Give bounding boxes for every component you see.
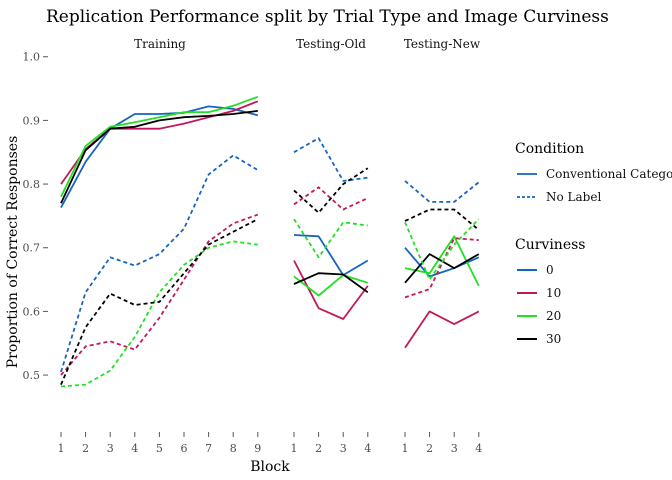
x-tick-label: 1 [402, 442, 409, 455]
x-tick-label: 3 [451, 442, 458, 455]
series-line [60, 95, 259, 198]
x-tick-label: 7 [205, 442, 212, 455]
x-tick-label: 4 [364, 442, 371, 455]
panel-label: Training [134, 37, 186, 51]
series-line [293, 260, 369, 320]
y-tick-label: 0.9 [23, 114, 41, 127]
series-line [404, 253, 480, 284]
panel-label: Testing-Old [296, 37, 366, 51]
series-line [293, 167, 369, 214]
x-tick-label: 1 [58, 442, 65, 455]
y-tick-label: 0.7 [23, 242, 41, 255]
series-line [293, 272, 369, 294]
legend-title-curviness: Curviness [515, 237, 585, 253]
chart-title: Replication Performance split by Trial T… [46, 7, 609, 27]
series-line [293, 274, 369, 297]
panel-label: Testing-New [404, 37, 481, 51]
series-line [60, 105, 259, 209]
x-tick-label: 2 [426, 442, 433, 455]
x-tick-label: 9 [254, 442, 261, 455]
series-line [60, 110, 258, 204]
series-line [293, 137, 368, 182]
series-line [293, 218, 368, 259]
x-axis-title: Block [250, 459, 290, 475]
panel-1: Testing-Old 1 2 3 4 [291, 37, 372, 455]
x-tick-label: 8 [230, 442, 237, 455]
x-tick-label: 2 [82, 442, 89, 455]
x-tick-label: 1 [291, 442, 298, 455]
series-line [404, 180, 480, 203]
x-tick-label: 3 [340, 442, 347, 455]
legend-title-condition: Condition [515, 141, 584, 157]
panel-0: Training 1 2 3 4 5 6 7 8 9 [58, 37, 262, 455]
legend-label: 0 [546, 263, 554, 277]
x-tick-label: 3 [107, 442, 114, 455]
series-line [60, 213, 259, 376]
series-line [404, 237, 479, 299]
legend-label: 30 [546, 332, 561, 346]
y-tick-label: 1.0 [23, 51, 41, 64]
x-tick-label: 2 [315, 442, 322, 455]
y-axis-title: Proportion of Correct Responses [5, 136, 21, 368]
y-tick-label: 0.8 [23, 178, 41, 191]
series-line [404, 218, 480, 281]
y-tick-label: 0.6 [23, 305, 41, 318]
series-line [60, 218, 259, 385]
legend-label: 20 [546, 309, 561, 323]
x-tick-label: 4 [475, 442, 482, 455]
x-tick-label: 5 [156, 442, 163, 455]
series-line [404, 208, 480, 231]
x-tick-label: 4 [131, 442, 138, 455]
legend-label: Conventional Category [546, 167, 672, 181]
series-line [293, 186, 369, 211]
series-line [404, 310, 480, 349]
series-line [60, 154, 259, 373]
series-line [60, 240, 258, 388]
legend-label: No Label [546, 190, 601, 204]
x-tick-label: 6 [181, 442, 188, 455]
y-tick-label: 0.5 [23, 369, 41, 382]
legend: Condition Conventional Category No Label Cu… [515, 141, 672, 346]
legend-label: 10 [546, 286, 561, 300]
panel-2: Testing-New 1 2 3 4 [402, 37, 483, 455]
series-line [293, 234, 369, 277]
y-axis: 0.5 0.6 0.7 0.8 0.9 1.0 [23, 51, 48, 382]
